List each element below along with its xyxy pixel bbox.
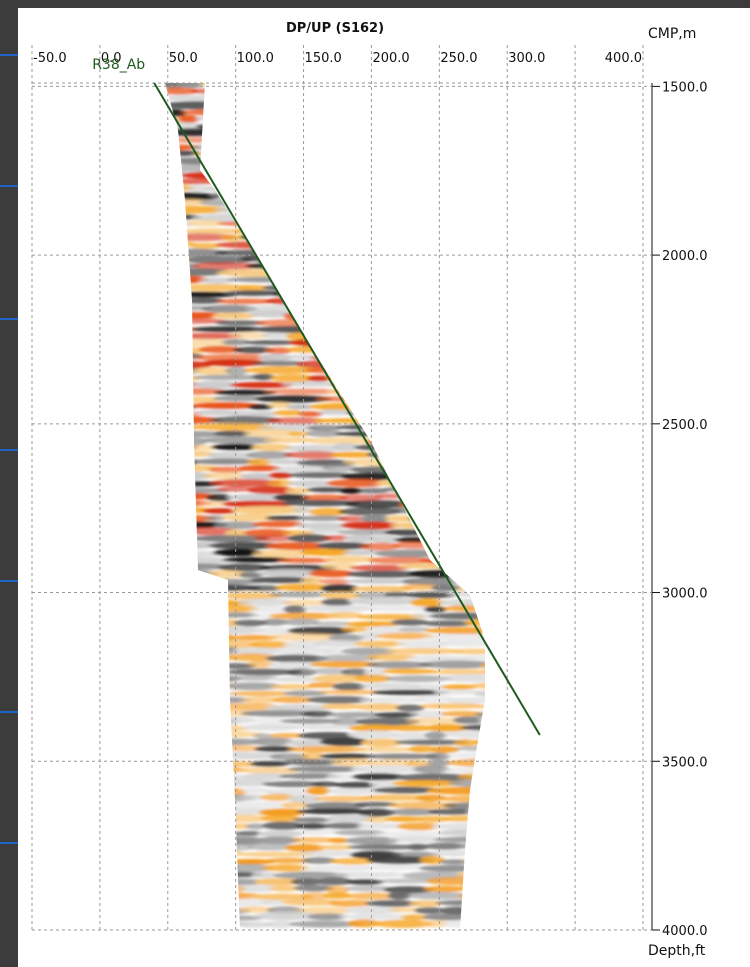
y-axis-label: Depth,ft: [648, 943, 706, 959]
y-tick-label: 1500.0: [662, 80, 708, 95]
horizon-label: R38_Ab: [92, 57, 145, 73]
y-tick-label: 4000.0: [662, 924, 708, 939]
x-tick-label: 250.0: [440, 51, 477, 66]
y-tick-label: 2500.0: [662, 418, 708, 433]
x-tick-label: 150.0: [305, 51, 342, 66]
x-tick-label: 300.0: [508, 51, 545, 66]
y-tick-label: 3000.0: [662, 587, 708, 602]
chart-title: DP/UP (S162): [286, 21, 384, 36]
x-tick-label: 100.0: [237, 51, 274, 66]
side-ticks: [0, 54, 18, 844]
x-tick-label: 200.0: [372, 51, 409, 66]
x-tick-label: 50.0: [169, 51, 198, 66]
x-axis-label: CMP,m: [648, 26, 696, 42]
y-tick-label: 2000.0: [662, 249, 708, 264]
page: -50.00.050.0100.0150.0200.0250.0300.0400…: [0, 0, 750, 967]
y-tick-label: 3500.0: [662, 755, 708, 770]
x-tick-label: 400.0: [605, 51, 642, 66]
seismic-view: -50.00.050.0100.0150.0200.0250.0300.0400…: [0, 0, 750, 967]
x-tick-label: -50.0: [33, 51, 67, 66]
